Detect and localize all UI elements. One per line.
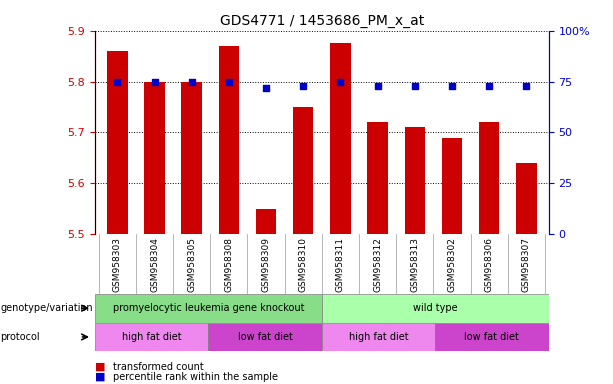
Text: GSM958304: GSM958304 bbox=[150, 237, 159, 292]
Text: genotype/variation: genotype/variation bbox=[1, 303, 93, 313]
Text: GSM958306: GSM958306 bbox=[485, 237, 493, 292]
Text: GSM958309: GSM958309 bbox=[262, 237, 270, 292]
Point bbox=[261, 84, 271, 91]
Text: ■: ■ bbox=[95, 362, 105, 372]
Text: GSM958305: GSM958305 bbox=[187, 237, 196, 292]
Text: GSM958313: GSM958313 bbox=[410, 237, 419, 292]
Title: GDS4771 / 1453686_PM_x_at: GDS4771 / 1453686_PM_x_at bbox=[219, 14, 424, 28]
Text: low fat diet: low fat diet bbox=[465, 332, 519, 342]
Text: low fat diet: low fat diet bbox=[238, 332, 292, 342]
Bar bbox=[516, 163, 536, 234]
Point bbox=[112, 79, 122, 85]
Point bbox=[410, 83, 420, 89]
Bar bbox=[479, 122, 500, 234]
Point bbox=[447, 83, 457, 89]
Bar bbox=[293, 107, 313, 234]
Point bbox=[522, 83, 531, 89]
Text: ■: ■ bbox=[95, 372, 105, 382]
Text: percentile rank within the sample: percentile rank within the sample bbox=[113, 372, 278, 382]
Text: GSM958312: GSM958312 bbox=[373, 237, 382, 292]
Text: GSM958307: GSM958307 bbox=[522, 237, 531, 292]
Point bbox=[299, 83, 308, 89]
Bar bbox=[322, 323, 435, 351]
Text: high fat diet: high fat diet bbox=[122, 332, 181, 342]
Point bbox=[484, 83, 494, 89]
Bar bbox=[330, 43, 351, 234]
Point bbox=[335, 79, 345, 85]
Bar bbox=[405, 127, 425, 234]
Text: GSM958310: GSM958310 bbox=[299, 237, 308, 292]
Text: wild type: wild type bbox=[413, 303, 457, 313]
Text: protocol: protocol bbox=[1, 332, 40, 342]
Point bbox=[224, 79, 234, 85]
Text: GSM958303: GSM958303 bbox=[113, 237, 122, 292]
Bar bbox=[322, 294, 549, 323]
Point bbox=[373, 83, 383, 89]
Bar bbox=[367, 122, 388, 234]
Text: GSM958311: GSM958311 bbox=[336, 237, 345, 292]
Point bbox=[187, 79, 197, 85]
Bar bbox=[435, 323, 549, 351]
Bar bbox=[95, 294, 322, 323]
Point bbox=[150, 79, 159, 85]
Bar bbox=[219, 46, 239, 234]
Text: high fat diet: high fat diet bbox=[349, 332, 408, 342]
Text: GSM958308: GSM958308 bbox=[224, 237, 234, 292]
Text: promyelocytic leukemia gene knockout: promyelocytic leukemia gene knockout bbox=[113, 303, 304, 313]
Bar bbox=[442, 137, 462, 234]
Text: GSM958302: GSM958302 bbox=[447, 237, 457, 292]
Bar bbox=[144, 82, 165, 234]
Text: transformed count: transformed count bbox=[113, 362, 204, 372]
Bar bbox=[208, 323, 322, 351]
Bar bbox=[256, 209, 276, 234]
Bar bbox=[181, 82, 202, 234]
Bar bbox=[95, 323, 208, 351]
Bar bbox=[107, 51, 128, 234]
